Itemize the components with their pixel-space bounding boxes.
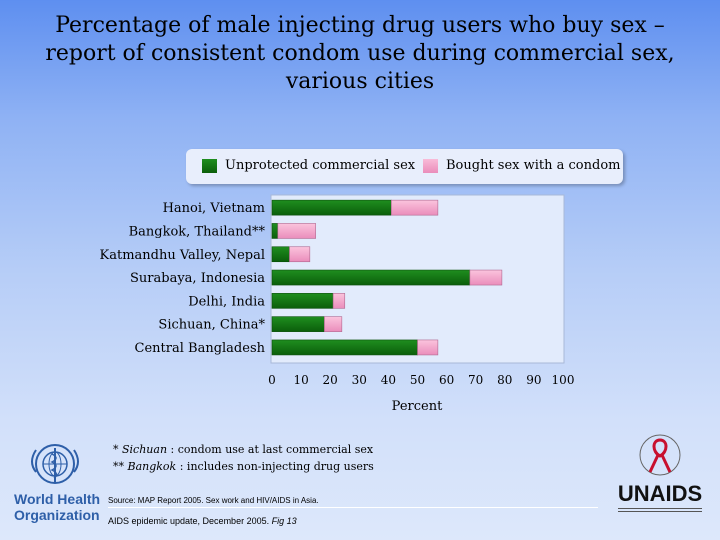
bar-unprotected (271, 223, 279, 239)
bar-unprotected (271, 246, 290, 263)
bar-unprotected (271, 316, 325, 332)
legend-label-condom: Bought sex with a condom (446, 158, 621, 173)
category-label: Hanoi, Vietnam (163, 201, 265, 216)
unaids-cosponsors-strip (618, 508, 702, 514)
x-axis-label: Percent (392, 399, 443, 414)
bar-condom (469, 269, 503, 286)
who-logo: World Health Organization (14, 442, 101, 523)
bar-unprotected (271, 199, 392, 216)
category-label: Bangkok, Thailand** (129, 224, 266, 239)
legend-item-condom: Bought sex with a condom (423, 158, 620, 173)
bar-condom (324, 316, 343, 332)
x-tick-label: 10 (293, 373, 308, 387)
legend-swatch-unprotected (202, 158, 217, 173)
title-line-3: various cities (285, 69, 435, 94)
x-tick-label: 50 (410, 373, 425, 387)
footnote-marker: * (113, 443, 122, 456)
bar-unprotected (271, 269, 471, 286)
unaids-logo: UNAIDS (612, 432, 708, 514)
bar-condom (391, 199, 439, 216)
slide-title: Percentage of male injecting drug users … (10, 12, 710, 96)
footnote-city: Sichuan (122, 443, 168, 456)
x-tick-label: 0 (268, 373, 276, 387)
bar-unprotected (271, 293, 334, 309)
chart-legend: Unprotected commercial sex Bought sex wi… (186, 149, 623, 184)
bar-unprotected (271, 339, 418, 356)
citation: AIDS epidemic update, December 2005. Fig… (108, 516, 297, 526)
title-line-1: Percentage of male injecting drug users … (55, 13, 665, 38)
x-tick-label: 100 (552, 373, 575, 387)
un-emblem-icon (31, 444, 79, 484)
footnote-text: : condom use at last commercial sex (167, 443, 374, 456)
footnote-text: : includes non-injecting drug users (176, 460, 374, 473)
category-label: Delhi, India (188, 294, 265, 309)
unaids-name: UNAIDS (617, 481, 703, 506)
citation-figure-ref: Fig 13 (271, 516, 297, 526)
citation-text: AIDS epidemic update, December 2005. (108, 516, 272, 526)
x-tick-label: 90 (526, 373, 541, 387)
bar-condom (277, 223, 316, 239)
x-tick-label: 30 (352, 373, 367, 387)
footnote-bangkok: ** Bangkok : includes non-injecting drug… (113, 458, 374, 475)
footnote-sichuan: * Sichuan : condom use at last commercia… (113, 441, 374, 458)
legend-swatch-condom (423, 158, 438, 173)
title-line-2: report of consistent condom use during c… (45, 41, 675, 66)
red-ribbon-icon (639, 434, 681, 476)
x-tick-label: 40 (381, 373, 396, 387)
footnotes: * Sichuan : condom use at last commercia… (113, 441, 374, 475)
bar-condom (417, 339, 439, 356)
x-tick-label: 80 (497, 373, 512, 387)
bar-condom (332, 293, 346, 309)
footnote-marker: ** (113, 460, 128, 473)
legend-label-unprotected: Unprotected commercial sex (225, 158, 416, 173)
x-tick-label: 20 (323, 373, 338, 387)
x-tick-label: 60 (439, 373, 454, 387)
category-label: Sichuan, China* (158, 318, 265, 333)
footnote-city: Bangkok (127, 460, 177, 473)
source-note: Source: MAP Report 2005. Sex work and HI… (108, 496, 598, 508)
legend-item-unprotected: Unprotected commercial sex (202, 158, 415, 173)
x-tick-label: 70 (468, 373, 483, 387)
bar-condom (289, 246, 311, 263)
who-name-line-2: Organization (14, 507, 100, 523)
category-label: Katmandhu Valley, Nepal (100, 248, 265, 263)
category-label: Surabaya, Indonesia (130, 271, 265, 286)
category-label: Central Bangladesh (135, 341, 266, 356)
who-name-line-1: World Health (14, 491, 101, 507)
